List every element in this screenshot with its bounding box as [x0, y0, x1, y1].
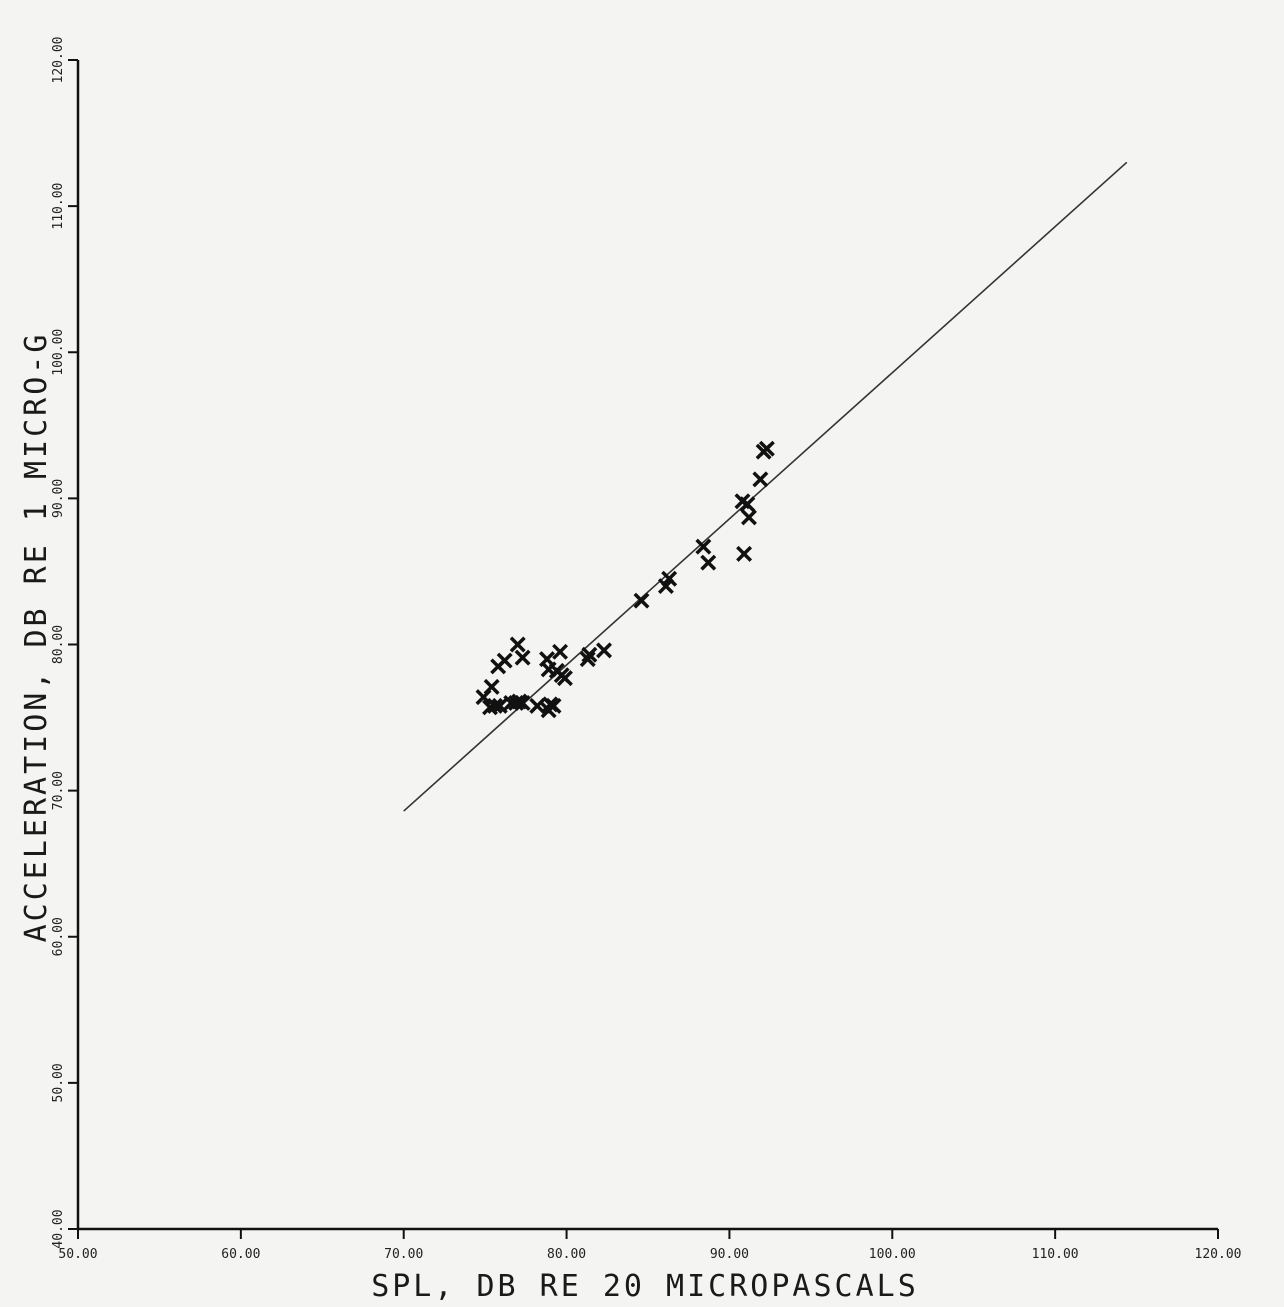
data-point [736, 545, 753, 562]
x-tick-label: 120.00 [1195, 1247, 1242, 1262]
axes: 50.00 60.00 70.00 80.00 90.00 100.00 110.00 120… [51, 37, 1241, 1262]
y-tick-label: 80.00 [51, 625, 66, 664]
y-tick-label: 70.00 [51, 771, 66, 810]
data-point [552, 643, 569, 660]
x-axis-label: SPL, DB RE 20 MICROPASCALS [371, 1269, 919, 1304]
y-tick-label: 50.00 [51, 1063, 66, 1102]
y-tick-label: 90.00 [51, 479, 66, 518]
data-point [556, 670, 573, 687]
data-point [529, 697, 546, 714]
data-point [483, 678, 500, 695]
data-point [633, 592, 650, 609]
data-point [661, 570, 678, 587]
x-tick-label: 70.00 [384, 1247, 423, 1262]
data-point [739, 496, 756, 513]
data-point [581, 646, 598, 663]
y-tick-label: 110.00 [51, 183, 66, 230]
x-tick-label: 110.00 [1032, 1247, 1079, 1262]
y-tick-label: 100.00 [51, 329, 66, 376]
data-point [700, 554, 717, 571]
data-point [496, 652, 513, 669]
y-tick-label: 60.00 [51, 917, 66, 956]
data-point [514, 694, 531, 711]
data-point [657, 578, 674, 595]
x-tick-label: 100.00 [869, 1247, 916, 1262]
x-tick-label: 90.00 [710, 1247, 749, 1262]
y-tick-label: 40.00 [51, 1209, 66, 1248]
x-tick-label: 60.00 [221, 1247, 260, 1262]
data-point [695, 538, 712, 555]
data-point [514, 649, 531, 666]
data-point [758, 440, 775, 457]
x-tick-label: 80.00 [547, 1247, 586, 1262]
data-point [491, 697, 508, 714]
y-tick-label: 120.00 [51, 37, 66, 84]
data-point [545, 697, 562, 714]
data-points [475, 440, 775, 719]
data-point [509, 636, 526, 653]
y-axis-label: ACCELERATION, DB RE 1 MICRO-G [19, 332, 54, 943]
data-point [596, 642, 613, 659]
data-point [740, 509, 757, 526]
data-point [752, 471, 769, 488]
x-tick-label: 50.00 [58, 1247, 97, 1262]
